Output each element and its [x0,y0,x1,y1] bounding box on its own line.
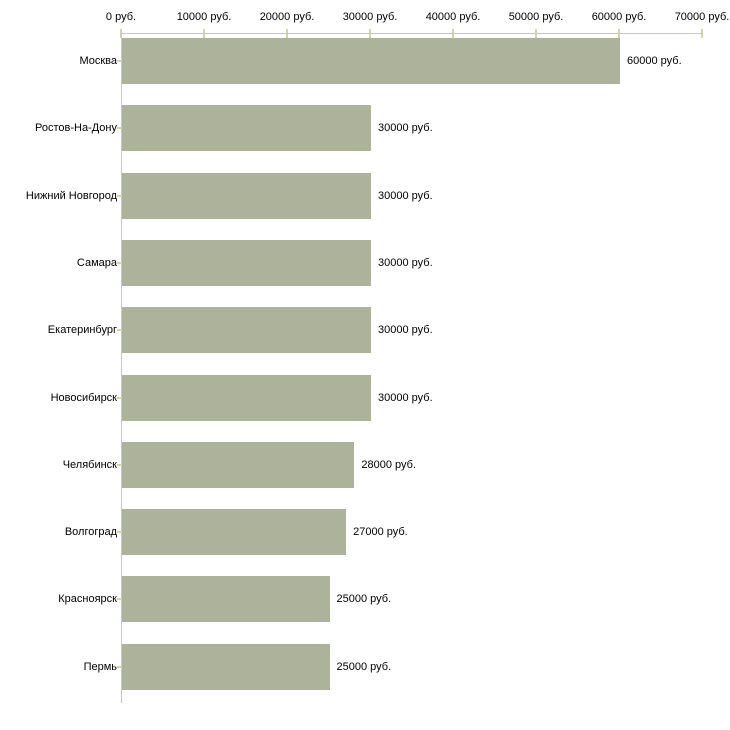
category-label: Ростов-На-Дону [34,122,117,135]
bar-9 [122,576,330,623]
value-label: 60000 руб. [627,55,682,67]
x-tick-label: 0 руб. [105,11,137,23]
value-label: 30000 руб. [378,122,433,135]
category-label: Новосибирск [50,391,117,404]
category-label: Волгоград [64,526,117,539]
category-label: Москва [79,55,117,67]
category-label: Самара [76,256,117,269]
category-tick-mark [117,598,122,601]
bar-4 [122,239,371,286]
x-tick-label: 40000 руб. [425,11,481,23]
category-tick-mark [117,60,122,62]
y-axis-line [121,33,122,703]
value-label: 30000 руб. [378,256,433,269]
category-label: Красноярск [58,593,117,606]
bar-7 [122,441,355,488]
category-label: Екатеринбург [47,324,117,337]
value-label: 25000 руб. [336,593,392,606]
x-tick-label: 70000 руб. [674,11,730,23]
x-tick-label: 10000 руб. [176,11,232,23]
category-tick-mark [117,463,122,466]
category-label: Пермь [83,660,117,673]
value-label: 27000 руб. [353,526,408,539]
x-tick-label: 60000 руб. [591,11,647,23]
category-label: Нижний Новгород [25,189,117,202]
category-tick-mark [117,261,122,264]
value-label: 30000 руб. [378,391,433,404]
x-tick-label: 20000 руб. [259,11,315,23]
category-tick-mark [117,396,122,399]
bar-10 [122,643,330,690]
x-tick-label: 30000 руб. [342,11,398,23]
bar-5 [122,307,371,354]
bar-6 [122,374,371,421]
value-label: 30000 руб. [378,324,433,337]
category-tick-mark [117,127,122,130]
bar-1 [122,38,620,84]
bar-8 [122,509,347,556]
x-tick-label: 50000 руб. [508,11,564,23]
category-tick-mark [117,665,122,668]
category-tick-mark [117,194,122,197]
x-axis-line [121,33,703,34]
category-tick-mark [117,329,122,332]
value-label: 28000 руб. [361,458,417,471]
category-label: Челябинск [62,458,117,471]
bar-3 [122,172,371,219]
bar-2 [122,105,371,152]
category-tick-mark [117,531,122,534]
value-label: 25000 руб. [336,660,392,673]
value-label: 30000 руб. [378,189,433,202]
